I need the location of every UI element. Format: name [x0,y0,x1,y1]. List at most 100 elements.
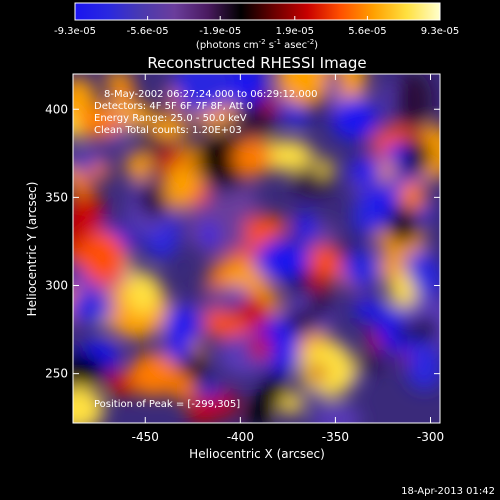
heatmap-blob [205,306,233,339]
heatmap-blob [170,373,195,402]
y-axis-label: Heliocentric Y (arcsec) [25,182,39,317]
heatmap-blob [125,271,162,315]
footer-timestamp: 18-Apr-2013 01:42 [401,486,495,497]
heatmap-blob [415,317,437,343]
heatmap-blob [80,230,127,286]
heatmap-blob [287,309,315,335]
heatmap-blob [406,345,440,390]
heatmap-blob [250,334,271,360]
heatmap-blob [93,160,109,182]
annotation-line: 8-May-2002 06:27:24.000 to 06:29:12.000 [104,89,317,100]
heatmap-blob [73,77,96,117]
y-tick-label: 250 [45,367,68,381]
colorbar-strip [74,2,441,21]
heatmap-blob [129,352,178,397]
unit-part-2: s [266,40,274,51]
heatmap-blob [307,364,326,381]
heatmap-blob [73,291,114,324]
colorbar-tick-label: -1.9e-05 [199,26,241,37]
peak-label: Position of Peak = [-299,305] [94,399,240,410]
x-tick-label: -350 [322,430,349,444]
heatmap-blob [330,96,379,141]
colorbar-tick-label: -9.3e-05 [54,26,96,37]
heatmap-blob [73,245,82,267]
heatmap-blob [309,387,323,402]
heatmap-blob [164,163,195,211]
heatmap-blob [232,138,272,178]
x-tick-label: -400 [227,430,254,444]
y-tick-label: 300 [45,279,68,293]
heatmap-blob [163,304,199,349]
heatmap-blob [150,114,190,140]
heatmap-blob [263,94,279,114]
plot-frame [72,73,441,424]
colorbar: -9.3e-05 -5.6e-05 -1.9e-05 1.9e-05 5.6e-05 9.… [54,2,459,51]
colorbar-tick-label: 5.6e-05 [348,26,386,37]
x-axis-label: Heliocentric X (arcsec) [189,447,325,461]
colorbar-tick-label: 1.9e-05 [276,26,314,37]
heatmap-blob [217,389,236,418]
annotation-line: Clean Total counts: 1.20E+03 [94,125,242,136]
heatmap-blob [340,249,383,287]
heatmap-blob [350,157,382,183]
x-tick-label: -450 [132,430,159,444]
heatmap-blob [411,254,440,298]
heatmap-blob [235,93,274,150]
heatmap-blob [137,182,173,218]
heatmap-blob [294,211,317,242]
unit-part-3: -1 [274,38,281,46]
heatmap-blob [254,240,310,280]
heatmap-blob [125,151,153,181]
heatmap-blobs [73,74,440,423]
heatmap-blob [243,215,288,239]
y-tick-label: 400 [45,102,68,116]
annotation-line: Energy Range: 25.0 - 50.0 keV [94,113,247,124]
colorbar-tick-label: -5.6e-05 [127,26,169,37]
colorbar-ticks: -9.3e-05 -5.6e-05 -1.9e-05 1.9e-05 5.6e-05 9.… [54,16,459,37]
annotations: 8-May-2002 06:27:24.000 to 06:29:12.000D… [94,89,317,136]
x-axis: -450 -400 -350 -300 [132,74,444,444]
colorbar-tick-label: 9.3e-05 [421,26,459,37]
heatmap-blob [258,139,314,172]
heatmap-area [73,74,440,423]
x-tick-label: -300 [417,430,444,444]
heatmap-blob [121,102,155,127]
heatmap-blob [73,172,92,199]
heatmap-blob [311,403,361,423]
unit-part-1: -2 [259,38,266,46]
heatmap-blob [201,222,217,248]
heatmap-blob [185,193,247,255]
heatmap-blob [354,357,382,373]
heatmap-blob [317,159,331,178]
heatmap-blob [278,392,304,415]
heatmap-blob [380,253,403,281]
heatmap-blob [232,285,248,303]
heatmap-blob [73,353,106,387]
heatmap-blob [240,294,271,329]
heatmap-blob [386,205,419,246]
heatmap-blob [186,395,219,423]
heatmap-blob [398,180,426,213]
heatmap-blob [261,370,285,409]
heatmap-blob [384,143,409,165]
annotation-line: Detectors: 4F 5F 6F 7F 8F, Att 0 [94,101,253,112]
heatmap-blob [396,325,416,342]
y-tick-label: 350 [45,190,68,204]
heatmap-blob [393,74,433,131]
heatmap-blob [103,74,132,87]
heatmap-blob [352,196,376,236]
heatmap-blob [275,74,330,105]
chart-title: Reconstructed RHESSI Image [147,54,366,72]
unit-part-0: (photons cm [196,40,259,51]
colorbar-unit: (photons cm-2 s-1 asec-2) [196,38,318,51]
unit-part-5: -2 [307,38,314,46]
heatmap-blob [246,398,270,423]
heatmap-blob [204,287,239,312]
unit-part-6: ) [314,40,318,51]
heatmap-blob [73,385,105,423]
heatmap-blob [76,104,122,139]
y-axis: 250 300 350 400 [45,102,440,381]
heatmap-blob [299,342,355,399]
heatmap-blob [196,381,220,398]
